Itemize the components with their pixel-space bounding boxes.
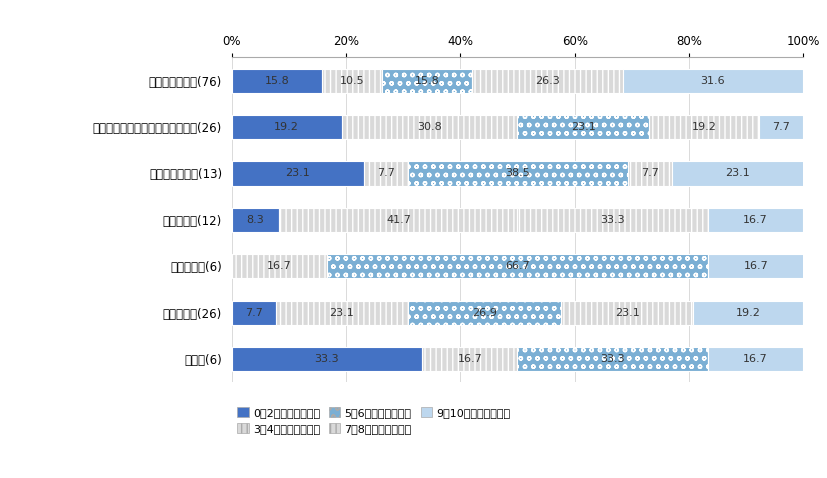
Text: 23.1: 23.1: [285, 168, 310, 178]
Text: 7.7: 7.7: [245, 308, 262, 318]
Text: 26.3: 26.3: [534, 76, 559, 86]
Bar: [627, 162, 671, 185]
Bar: [232, 347, 422, 371]
Bar: [671, 162, 803, 185]
Bar: [232, 208, 279, 232]
Bar: [381, 68, 471, 93]
Text: 23.1: 23.1: [329, 308, 354, 318]
Text: 16.7: 16.7: [267, 261, 292, 272]
Text: 66.7: 66.7: [504, 261, 529, 272]
Bar: [232, 68, 322, 93]
Text: 19.2: 19.2: [691, 122, 716, 132]
Bar: [471, 68, 622, 93]
Text: 15.8: 15.8: [265, 76, 289, 86]
Bar: [561, 301, 693, 325]
Text: 19.2: 19.2: [735, 308, 760, 318]
Bar: [622, 68, 802, 93]
Bar: [707, 347, 802, 371]
Text: 8.3: 8.3: [246, 215, 264, 225]
Bar: [232, 254, 327, 278]
Bar: [279, 208, 517, 232]
Text: 7.7: 7.7: [376, 168, 394, 178]
Text: 19.2: 19.2: [274, 122, 299, 132]
Text: 33.3: 33.3: [314, 354, 339, 364]
Bar: [758, 115, 802, 139]
Bar: [232, 162, 363, 185]
Bar: [232, 301, 275, 325]
Text: 26.9: 26.9: [471, 308, 496, 318]
Text: 16.7: 16.7: [742, 215, 767, 225]
Bar: [517, 115, 648, 139]
Legend: 0～2割程度回復した, 3～4割程度回復した, 5～6割程度回復した, 7～8割程度回復した, 9～10割程度回復した: 0～2割程度回復した, 3～4割程度回復した, 5～6割程度回復した, 7～8割…: [237, 407, 509, 434]
Bar: [363, 162, 408, 185]
Bar: [517, 347, 707, 371]
Text: 16.7: 16.7: [457, 354, 481, 364]
Text: 7.7: 7.7: [640, 168, 658, 178]
Text: 31.6: 31.6: [700, 76, 724, 86]
Text: 38.5: 38.5: [504, 168, 529, 178]
Bar: [517, 208, 707, 232]
Bar: [322, 68, 381, 93]
Text: 23.1: 23.1: [614, 308, 639, 318]
Text: 10.5: 10.5: [339, 76, 364, 86]
Bar: [408, 162, 627, 185]
Text: 7.7: 7.7: [772, 122, 789, 132]
Bar: [232, 115, 341, 139]
Text: 15.8: 15.8: [414, 76, 439, 86]
Text: 30.8: 30.8: [417, 122, 442, 132]
Bar: [707, 208, 802, 232]
Text: 16.7: 16.7: [743, 261, 767, 272]
Text: 16.7: 16.7: [742, 354, 767, 364]
Bar: [408, 301, 561, 325]
Bar: [341, 115, 517, 139]
Text: 41.7: 41.7: [385, 215, 410, 225]
Bar: [648, 115, 758, 139]
Text: 33.3: 33.3: [600, 354, 624, 364]
Bar: [327, 254, 707, 278]
Text: 33.3: 33.3: [600, 215, 624, 225]
Text: 23.1: 23.1: [724, 168, 749, 178]
Bar: [275, 301, 408, 325]
Bar: [693, 301, 802, 325]
Text: 23.1: 23.1: [571, 122, 595, 132]
Bar: [707, 254, 803, 278]
Bar: [422, 347, 517, 371]
